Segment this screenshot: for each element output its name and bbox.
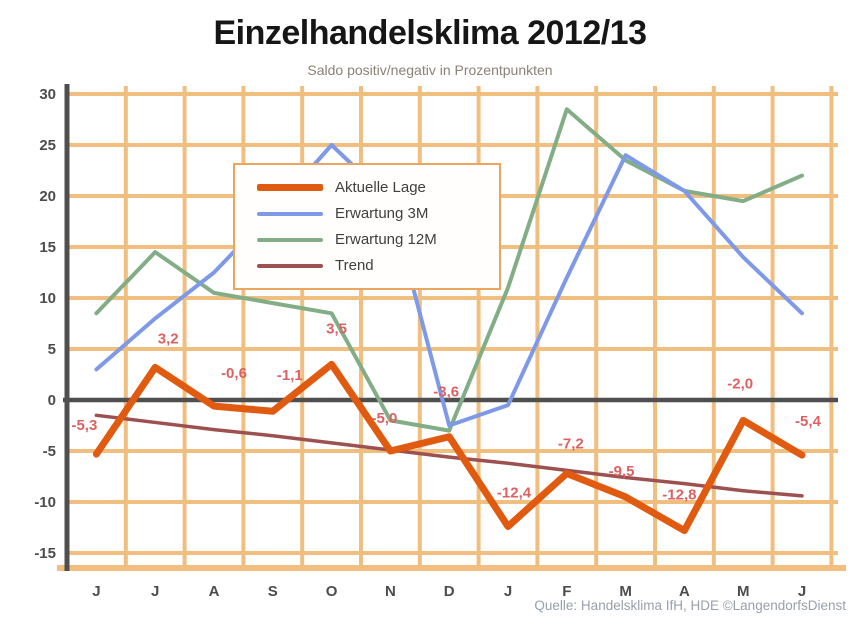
- x-tick-label: J: [151, 583, 159, 600]
- x-tick-label: J: [798, 583, 806, 600]
- x-tick-label: N: [385, 583, 396, 600]
- data-label: -3,6: [433, 384, 459, 401]
- legend-item-erwartung-12m: Erwartung 12M: [257, 231, 499, 248]
- data-label: -7,2: [558, 435, 584, 452]
- y-tick-label: -15: [34, 545, 56, 562]
- data-label: 3,5: [326, 320, 347, 337]
- data-label: -0,6: [221, 365, 247, 382]
- legend-item-erwartung-3m: Erwartung 3M: [257, 205, 499, 222]
- legend-line-swatch-trend: [257, 263, 323, 268]
- x-tick-label: M: [737, 583, 750, 600]
- legend-line-swatch-aktuelle-lage: [257, 184, 323, 191]
- x-tick-label: D: [444, 583, 455, 600]
- source-credit: Quelle: Handelsklima IfH, HDE ©Langendor…: [534, 598, 846, 613]
- data-label: -2,0: [727, 375, 753, 392]
- legend-line-swatch-erwartung-3m: [257, 211, 323, 216]
- data-label: -1,1: [277, 367, 303, 384]
- y-tick-label: 0: [48, 392, 56, 409]
- x-tick-label: J: [504, 583, 512, 600]
- legend-item-aktuelle-lage: Aktuelle Lage: [257, 179, 499, 196]
- x-tick-label: A: [209, 583, 220, 600]
- series-line-erwartung-3m: [94, 143, 804, 428]
- legend-line-swatch-erwartung-12m: [257, 237, 323, 242]
- data-label: -5,3: [71, 417, 97, 434]
- chart-subtitle: Saldo positiv/negativ in Prozentpunkten: [307, 62, 553, 78]
- data-label: -12,4: [497, 484, 532, 501]
- chart-legend: Aktuelle Lage Erwartung 3M Erwartung 12M…: [233, 163, 501, 290]
- x-tick-label: A: [679, 583, 690, 600]
- data-label: 3,2: [158, 330, 179, 347]
- x-tick-label: M: [619, 583, 632, 600]
- legend-label: Erwartung 3M: [335, 205, 429, 222]
- y-tick-label: 5: [48, 341, 56, 358]
- legend-label: Erwartung 12M: [335, 231, 437, 248]
- legend-item-trend: Trend: [257, 257, 499, 274]
- series-line-aktuelle-lage: [92, 360, 806, 535]
- y-tick-label: -10: [34, 494, 56, 511]
- series-line-trend: [94, 413, 804, 498]
- data-label: -12,8: [662, 487, 696, 504]
- x-tick-label: S: [268, 583, 278, 600]
- y-tick-label: 20: [39, 188, 56, 205]
- data-label: -5,4: [795, 413, 822, 430]
- x-tick-label: J: [92, 583, 100, 600]
- x-tick-label: F: [562, 583, 571, 600]
- y-tick-label: 15: [39, 239, 56, 256]
- y-tick-label: 25: [39, 137, 56, 154]
- y-tick-label: -5: [43, 443, 56, 460]
- legend-label: Aktuelle Lage: [335, 179, 426, 196]
- data-label: -5,0: [371, 410, 397, 427]
- legend-label: Trend: [335, 257, 374, 274]
- data-label: -9,5: [609, 463, 635, 480]
- chart-title: Einzelhandelsklima 2012/13: [213, 14, 647, 52]
- y-tick-label: 30: [39, 86, 56, 103]
- y-tick-label: 10: [39, 290, 56, 307]
- x-tick-label: O: [326, 583, 338, 600]
